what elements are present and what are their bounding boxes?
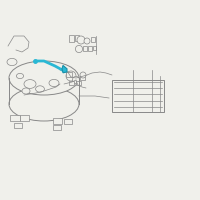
Bar: [14, 123, 22, 128]
Bar: [69, 81, 74, 85]
Bar: [69, 35, 74, 42]
Bar: [75, 35, 79, 41]
Ellipse shape: [9, 87, 79, 121]
Bar: [64, 119, 72, 124]
Bar: [83, 46, 87, 51]
Circle shape: [66, 71, 76, 81]
Bar: [112, 80, 164, 112]
Ellipse shape: [24, 80, 36, 88]
Bar: [93, 46, 96, 50]
Bar: [88, 46, 92, 51]
Bar: [66, 72, 72, 77]
Ellipse shape: [22, 88, 30, 94]
Circle shape: [80, 72, 86, 78]
Bar: [53, 118, 62, 124]
Bar: [20, 115, 29, 121]
Ellipse shape: [9, 61, 79, 95]
Bar: [91, 37, 95, 42]
Bar: [76, 81, 81, 85]
Circle shape: [77, 36, 85, 44]
Bar: [80, 75, 85, 80]
Circle shape: [75, 45, 83, 53]
Ellipse shape: [36, 86, 44, 92]
Circle shape: [72, 76, 80, 84]
Polygon shape: [62, 65, 67, 73]
Bar: [10, 115, 20, 121]
Ellipse shape: [49, 79, 59, 87]
Ellipse shape: [16, 73, 24, 79]
Circle shape: [84, 38, 90, 44]
Bar: [53, 125, 61, 130]
Ellipse shape: [7, 58, 17, 66]
